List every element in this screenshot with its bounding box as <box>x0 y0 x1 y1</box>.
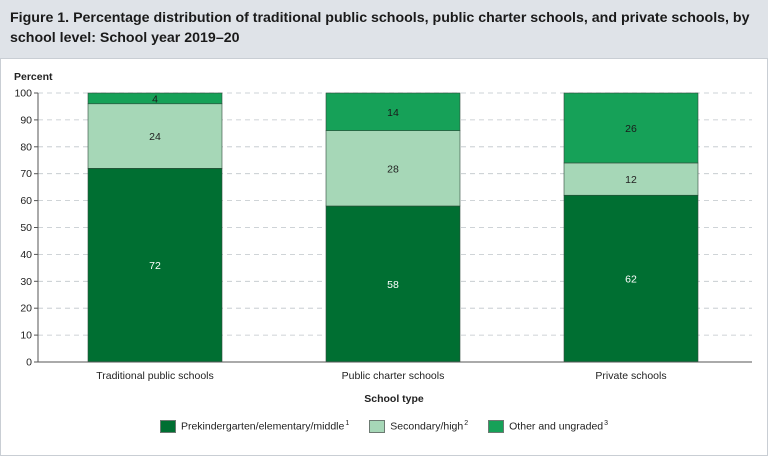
y-tick-label: 60 <box>20 195 32 207</box>
legend-swatch <box>369 419 386 433</box>
legend-label: Other and ungraded3 <box>509 419 609 433</box>
y-tick-label: 0 <box>26 357 32 369</box>
y-tick-label: 50 <box>20 222 32 234</box>
y-tick-label: 80 <box>20 141 32 153</box>
bar-segment <box>563 92 699 164</box>
legend-item: Secondary/high2 <box>369 419 469 433</box>
y-tick-label: 20 <box>20 303 32 315</box>
x-tick-label: Private schools <box>595 370 666 382</box>
legend-item: Other and ungraded3 <box>488 419 609 433</box>
y-tick-label: 90 <box>20 114 32 126</box>
bar-value-label: 12 <box>625 174 637 186</box>
y-axis-label: Percent <box>14 71 53 83</box>
bar-value-label: 62 <box>625 274 637 286</box>
y-tick-label: 30 <box>20 276 32 288</box>
legend-label: Secondary/high2 <box>390 419 469 433</box>
legend-label: Prekindergarten/elementary/middle1 <box>180 419 350 433</box>
bar-value-label: 58 <box>387 279 399 291</box>
bar-segment <box>325 205 461 363</box>
bar-segment <box>563 162 699 196</box>
bar-segment <box>325 92 461 131</box>
figure-header: Figure 1. Percentage distribution of tra… <box>0 0 768 58</box>
bar-value-label: 14 <box>387 107 399 119</box>
x-tick-label: Public charter schools <box>342 370 445 382</box>
y-tick-label: 10 <box>20 330 32 342</box>
legend-item: Prekindergarten/elementary/middle1 <box>159 419 350 433</box>
bar-value-label: 24 <box>149 131 161 143</box>
bar-segment <box>325 130 461 207</box>
bar-value-label: 4 <box>152 93 158 105</box>
legend-swatch <box>159 419 176 433</box>
axis-layer: 0 10 20 30 40 50 60 70 80 90 100 Traditional public… <box>14 88 752 382</box>
y-tick-label: 40 <box>20 249 32 261</box>
x-axis-label: School type <box>364 393 424 405</box>
legend-footnote: 2 <box>464 419 469 427</box>
legend-footnote: 3 <box>604 419 609 427</box>
bar-value-label: 26 <box>625 123 637 135</box>
bar-segment <box>87 103 223 169</box>
bar-value-label: 28 <box>387 163 399 175</box>
bar-segment <box>87 92 223 105</box>
legend-swatch <box>488 419 505 433</box>
legend-footnote: 1 <box>345 419 350 427</box>
legend: Prekindergarten/elementary/middle1 Second… <box>0 416 768 436</box>
bar-value-label: 72 <box>149 260 161 272</box>
bars-layer: 72 24 4 58 28 14 62 12 26 <box>87 92 699 363</box>
bar-segment <box>87 168 223 363</box>
y-tick-label: 100 <box>14 88 32 100</box>
x-tick-label: Traditional public schools <box>96 370 214 382</box>
figure-title: Figure 1. Percentage distribution of tra… <box>10 10 750 46</box>
y-tick-label: 70 <box>20 168 32 180</box>
